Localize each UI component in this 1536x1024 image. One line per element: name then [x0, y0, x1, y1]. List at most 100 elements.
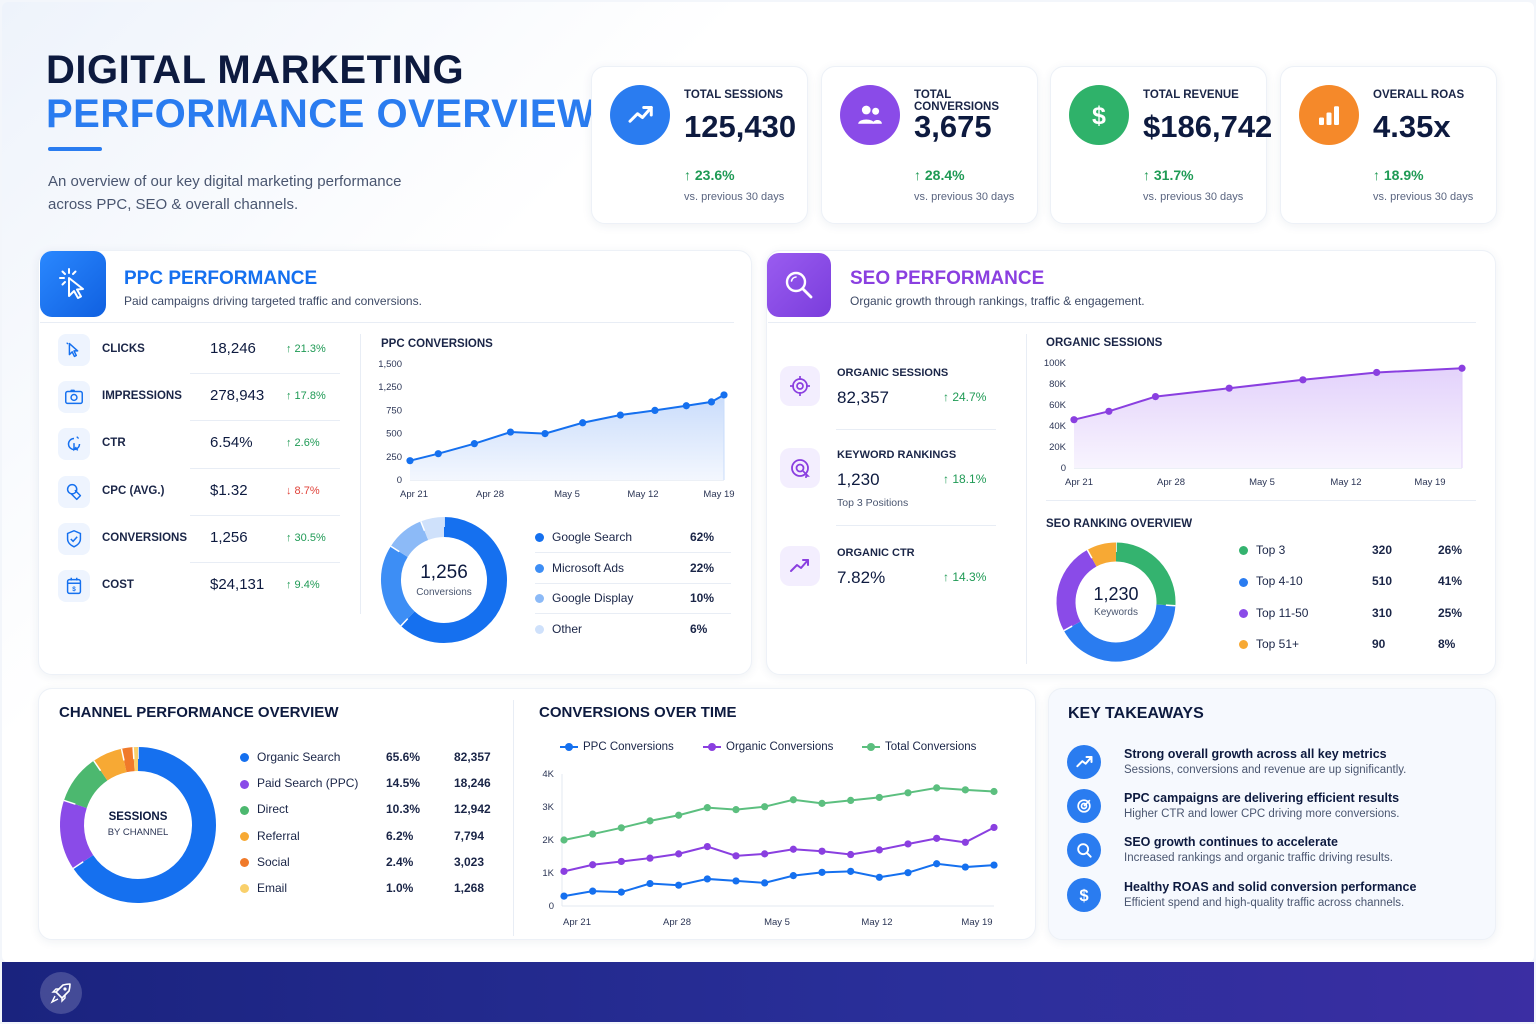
data-point[interactable] [1105, 407, 1113, 415]
data-point[interactable] [589, 861, 597, 869]
x-tick-label: Apr 21 [563, 917, 591, 928]
cot-legend-item[interactable]: Total Conversions [862, 741, 976, 753]
data-point[interactable] [703, 804, 711, 812]
legend-dot [535, 563, 544, 573]
key-takeaways-card [1048, 688, 1496, 940]
data-point[interactable] [1458, 364, 1466, 372]
donut-slice[interactable] [63, 760, 108, 809]
data-point[interactable] [961, 786, 969, 794]
donut-slice[interactable] [1115, 542, 1176, 606]
data-point[interactable] [703, 875, 711, 883]
data-point[interactable] [675, 881, 683, 889]
data-point[interactable] [1070, 416, 1078, 424]
data-point[interactable] [589, 830, 597, 838]
data-point[interactable] [617, 857, 625, 866]
data-point[interactable] [579, 419, 587, 427]
data-point[interactable] [875, 793, 883, 802]
data-point[interactable] [933, 784, 941, 792]
data-point[interactable] [847, 867, 855, 875]
data-point[interactable] [1151, 393, 1160, 401]
data-point[interactable] [646, 854, 654, 862]
data-point[interactable] [875, 846, 883, 854]
data-point[interactable] [961, 863, 969, 871]
data-point[interactable] [933, 860, 941, 868]
data-point[interactable] [560, 867, 568, 875]
svg-text:$: $ [1092, 102, 1106, 130]
donut-slice[interactable] [73, 747, 216, 903]
data-point[interactable] [789, 796, 797, 804]
rocket-icon[interactable] [40, 972, 82, 1014]
donut-slice[interactable] [1087, 542, 1117, 567]
data-point[interactable] [616, 411, 624, 419]
data-point[interactable] [675, 850, 683, 858]
data-point[interactable] [541, 430, 549, 438]
data-point[interactable] [990, 823, 998, 832]
ppc-metric-change: ↑ 30.5% [286, 531, 326, 544]
data-point[interactable] [732, 877, 740, 885]
data-point[interactable] [732, 806, 740, 814]
donut-slice[interactable] [420, 517, 445, 541]
data-point[interactable] [470, 440, 478, 448]
y-tick-label: 80K [1049, 379, 1067, 390]
data-point[interactable] [1225, 384, 1233, 392]
data-point[interactable] [990, 861, 998, 869]
data-point[interactable] [789, 845, 797, 853]
data-point[interactable] [904, 789, 912, 797]
data-point[interactable] [847, 850, 855, 859]
data-point[interactable] [732, 852, 740, 860]
page-title-line1: DIGITAL MARKETING [46, 48, 465, 92]
data-point[interactable] [617, 888, 625, 896]
donut-slice-gap [63, 799, 76, 805]
cot-legend-item[interactable]: PPC Conversions [560, 741, 674, 753]
data-point[interactable] [675, 811, 683, 819]
ppc-metric-impressions: IMPRESSIONS 278,943 ↑ 17.8% [40, 373, 340, 422]
data-point[interactable] [506, 428, 515, 436]
donut-slice[interactable] [93, 748, 128, 781]
data-point[interactable] [646, 817, 654, 825]
data-point[interactable] [875, 873, 883, 881]
legend-name: Total Conversions [885, 741, 977, 753]
data-point[interactable] [761, 850, 769, 858]
donut-slice[interactable] [1056, 549, 1097, 631]
donut-slice-gap [93, 760, 102, 772]
donut-slice[interactable] [121, 747, 135, 773]
data-point[interactable] [1299, 376, 1307, 384]
kpi-value: 3,675 [914, 109, 992, 144]
data-point[interactable] [434, 450, 442, 458]
data-point[interactable] [761, 803, 769, 811]
data-point[interactable] [646, 879, 654, 888]
donut-slice[interactable] [400, 517, 507, 643]
donut-slice[interactable] [390, 521, 429, 558]
data-point[interactable] [904, 869, 912, 877]
data-point[interactable] [961, 838, 969, 846]
channel-sessions-donut [60, 747, 216, 903]
y-tick-label: 40K [1049, 421, 1067, 432]
donut-slice[interactable] [1063, 604, 1176, 662]
data-point[interactable] [560, 892, 568, 900]
data-point[interactable] [406, 457, 414, 465]
cot-legend-item[interactable]: Organic Conversions [703, 741, 833, 753]
data-point[interactable] [847, 796, 855, 804]
dollar-icon: $ [1069, 85, 1129, 145]
data-point[interactable] [990, 787, 998, 796]
data-point[interactable] [560, 836, 568, 844]
data-point[interactable] [707, 398, 716, 406]
takeaway-title: Strong overall growth across all key met… [1124, 747, 1387, 761]
data-point[interactable] [651, 406, 659, 414]
data-point[interactable] [818, 847, 826, 855]
data-point[interactable] [933, 834, 941, 842]
data-point[interactable] [720, 391, 728, 399]
data-point[interactable] [1373, 368, 1381, 377]
data-point[interactable] [789, 872, 797, 880]
data-point[interactable] [617, 824, 625, 832]
data-point[interactable] [818, 868, 826, 876]
donut-slice[interactable] [60, 800, 94, 869]
data-point[interactable] [682, 402, 690, 410]
data-point[interactable] [818, 799, 826, 807]
data-point[interactable] [761, 879, 769, 887]
x-tick-label: Apr 21 [400, 489, 428, 500]
donut-slice[interactable] [381, 546, 415, 626]
data-point[interactable] [703, 843, 711, 851]
data-point[interactable] [589, 887, 597, 895]
data-point[interactable] [904, 840, 912, 848]
